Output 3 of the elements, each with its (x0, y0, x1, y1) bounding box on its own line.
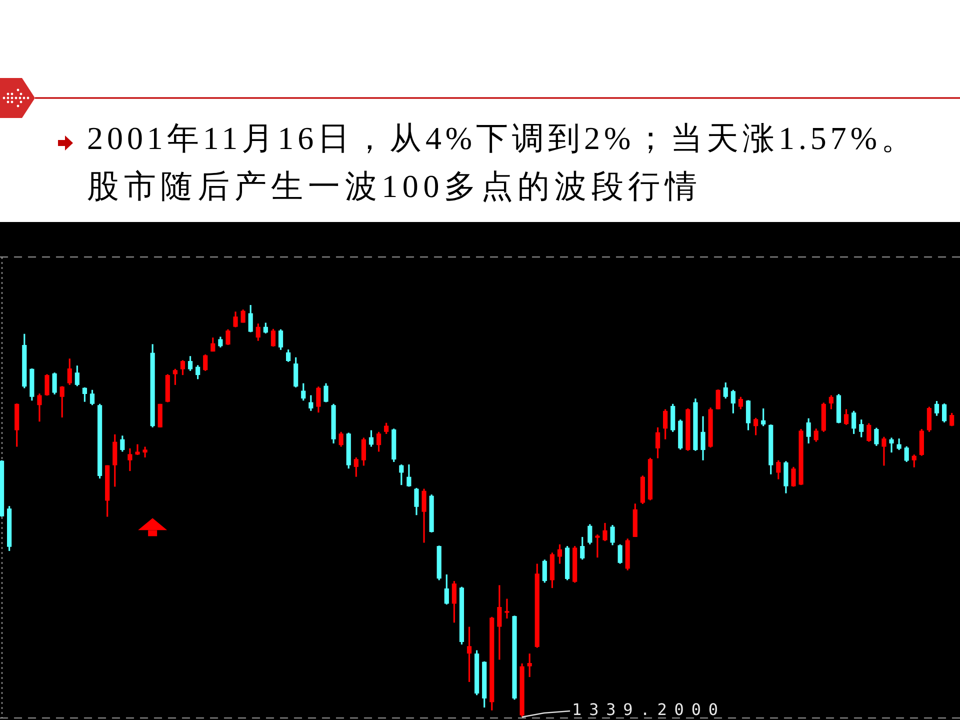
annotation: 1339.2000 (572, 700, 718, 719)
title: 2001年11月16日，从4%下调到2%；当天涨1.57%。 (87, 120, 913, 156)
subtitle: 股市随后产生一波100多点的波段行情 (87, 168, 697, 204)
